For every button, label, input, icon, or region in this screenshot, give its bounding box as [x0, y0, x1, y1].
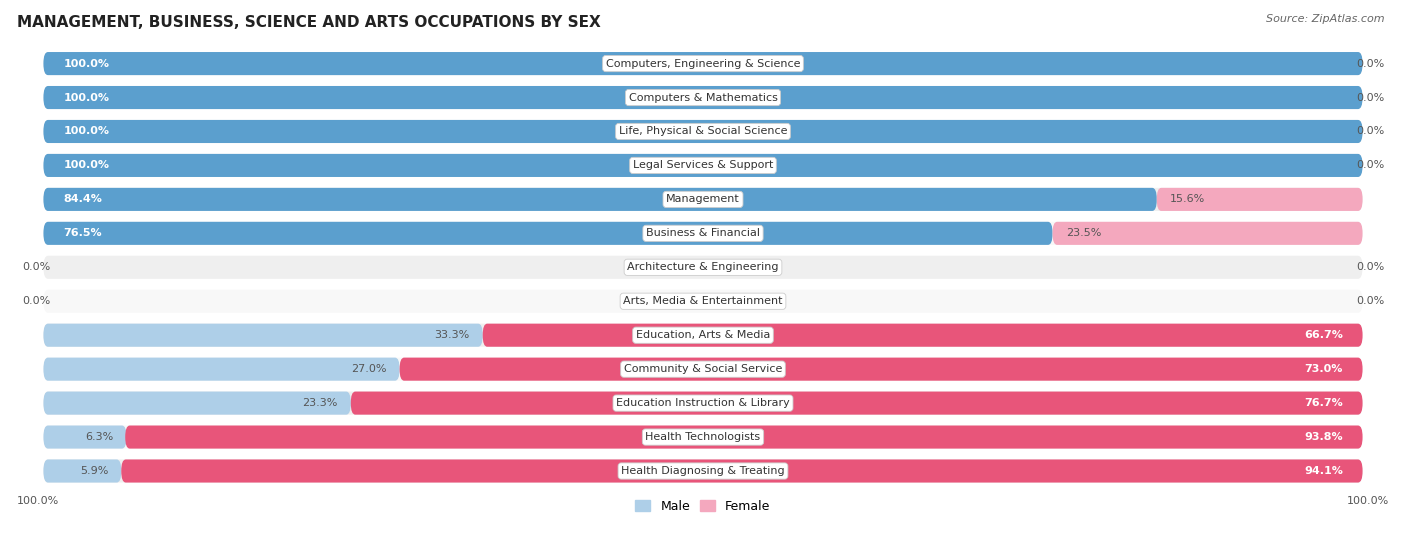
Text: 0.0%: 0.0%: [1355, 126, 1385, 136]
FancyBboxPatch shape: [44, 52, 1362, 75]
Text: 27.0%: 27.0%: [352, 364, 387, 374]
FancyBboxPatch shape: [44, 154, 1362, 177]
FancyBboxPatch shape: [44, 256, 1362, 279]
Text: 93.8%: 93.8%: [1305, 432, 1343, 442]
FancyBboxPatch shape: [44, 222, 1053, 245]
Text: 100.0%: 100.0%: [17, 496, 59, 506]
Text: 15.6%: 15.6%: [1170, 195, 1205, 205]
FancyBboxPatch shape: [399, 358, 1362, 381]
FancyBboxPatch shape: [44, 86, 1362, 109]
Text: Business & Financial: Business & Financial: [645, 228, 761, 238]
Text: Computers, Engineering & Science: Computers, Engineering & Science: [606, 59, 800, 69]
FancyBboxPatch shape: [44, 425, 1362, 449]
Text: 66.7%: 66.7%: [1303, 330, 1343, 340]
Text: 100.0%: 100.0%: [63, 93, 110, 102]
Text: Life, Physical & Social Science: Life, Physical & Social Science: [619, 126, 787, 136]
Text: 23.5%: 23.5%: [1066, 228, 1101, 238]
FancyBboxPatch shape: [44, 358, 1362, 381]
Text: 23.3%: 23.3%: [302, 398, 337, 408]
Legend: Male, Female: Male, Female: [630, 495, 776, 518]
Text: Computers & Mathematics: Computers & Mathematics: [628, 93, 778, 102]
FancyBboxPatch shape: [44, 188, 1157, 211]
FancyBboxPatch shape: [44, 188, 1362, 211]
Text: Health Technologists: Health Technologists: [645, 432, 761, 442]
FancyBboxPatch shape: [44, 154, 1362, 177]
Text: 0.0%: 0.0%: [21, 262, 51, 272]
FancyBboxPatch shape: [44, 459, 121, 482]
FancyBboxPatch shape: [44, 52, 1362, 75]
Text: 0.0%: 0.0%: [1355, 296, 1385, 306]
Text: 73.0%: 73.0%: [1305, 364, 1343, 374]
Text: Education Instruction & Library: Education Instruction & Library: [616, 398, 790, 408]
Text: 0.0%: 0.0%: [1355, 160, 1385, 170]
FancyBboxPatch shape: [350, 391, 1362, 415]
Text: Architecture & Engineering: Architecture & Engineering: [627, 262, 779, 272]
Text: 100.0%: 100.0%: [63, 160, 110, 170]
Text: Source: ZipAtlas.com: Source: ZipAtlas.com: [1267, 14, 1385, 24]
FancyBboxPatch shape: [44, 290, 1362, 313]
FancyBboxPatch shape: [44, 391, 1362, 415]
Text: 76.7%: 76.7%: [1303, 398, 1343, 408]
Text: 6.3%: 6.3%: [86, 432, 114, 442]
Text: Community & Social Service: Community & Social Service: [624, 364, 782, 374]
FancyBboxPatch shape: [44, 86, 1362, 109]
Text: Legal Services & Support: Legal Services & Support: [633, 160, 773, 170]
Text: 0.0%: 0.0%: [1355, 93, 1385, 102]
FancyBboxPatch shape: [44, 120, 1362, 143]
Text: 94.1%: 94.1%: [1303, 466, 1343, 476]
Text: 100.0%: 100.0%: [63, 126, 110, 136]
FancyBboxPatch shape: [125, 425, 1362, 449]
Text: 5.9%: 5.9%: [80, 466, 108, 476]
Text: Health Diagnosing & Treating: Health Diagnosing & Treating: [621, 466, 785, 476]
FancyBboxPatch shape: [44, 459, 1362, 482]
FancyBboxPatch shape: [44, 120, 1362, 143]
FancyBboxPatch shape: [44, 222, 1362, 245]
Text: 84.4%: 84.4%: [63, 195, 103, 205]
FancyBboxPatch shape: [44, 391, 350, 415]
Text: Management: Management: [666, 195, 740, 205]
Text: 0.0%: 0.0%: [21, 296, 51, 306]
FancyBboxPatch shape: [1053, 222, 1362, 245]
FancyBboxPatch shape: [1157, 188, 1362, 211]
FancyBboxPatch shape: [44, 324, 1362, 347]
Text: 33.3%: 33.3%: [434, 330, 470, 340]
FancyBboxPatch shape: [44, 425, 127, 449]
FancyBboxPatch shape: [44, 358, 399, 381]
FancyBboxPatch shape: [121, 459, 1362, 482]
Text: 0.0%: 0.0%: [1355, 262, 1385, 272]
Text: Arts, Media & Entertainment: Arts, Media & Entertainment: [623, 296, 783, 306]
Text: Education, Arts & Media: Education, Arts & Media: [636, 330, 770, 340]
Text: 100.0%: 100.0%: [63, 59, 110, 69]
FancyBboxPatch shape: [482, 324, 1362, 347]
Text: 76.5%: 76.5%: [63, 228, 101, 238]
Text: 0.0%: 0.0%: [1355, 59, 1385, 69]
FancyBboxPatch shape: [44, 324, 482, 347]
Text: 100.0%: 100.0%: [1347, 496, 1389, 506]
Text: MANAGEMENT, BUSINESS, SCIENCE AND ARTS OCCUPATIONS BY SEX: MANAGEMENT, BUSINESS, SCIENCE AND ARTS O…: [17, 15, 600, 30]
